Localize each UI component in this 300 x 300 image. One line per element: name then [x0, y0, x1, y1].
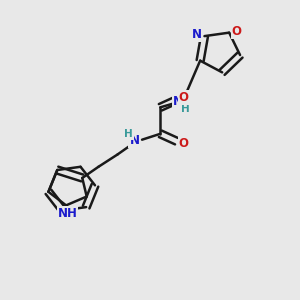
Text: N: N: [192, 28, 202, 41]
Text: O: O: [179, 91, 189, 104]
Text: O: O: [179, 137, 189, 150]
Text: O: O: [232, 25, 242, 38]
Text: NH: NH: [58, 207, 77, 220]
Text: N: N: [129, 134, 140, 147]
Text: H: H: [124, 129, 133, 139]
Text: H: H: [181, 104, 190, 114]
Text: N: N: [173, 95, 183, 108]
